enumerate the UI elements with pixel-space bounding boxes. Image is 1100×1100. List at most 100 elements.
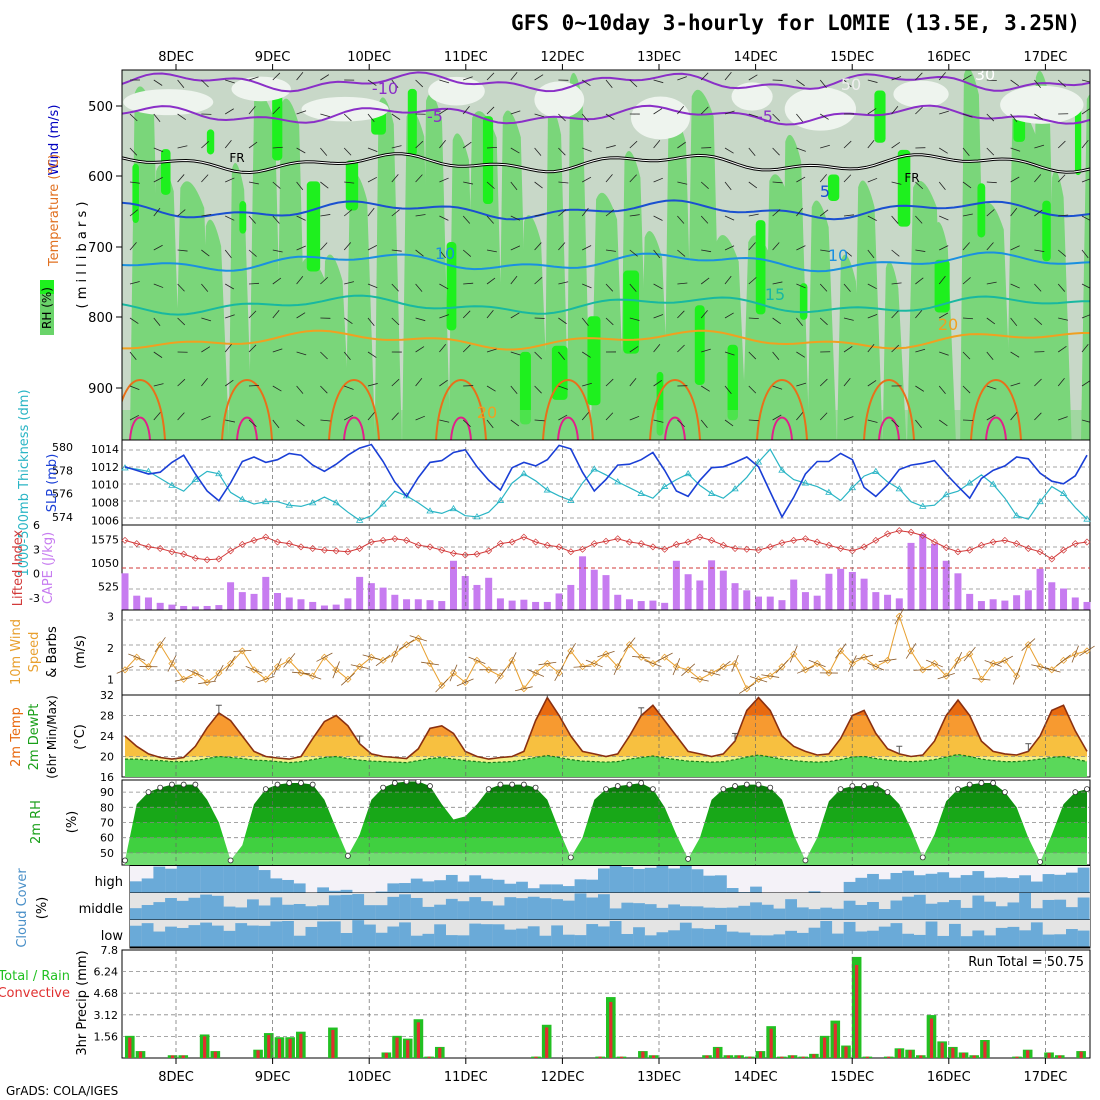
cloud-bar [609, 921, 622, 947]
wind-point [215, 669, 223, 677]
wind-barb [1081, 79, 1090, 83]
wind-barb [843, 79, 852, 88]
wind-barb [486, 249, 497, 253]
wind-barb [581, 79, 591, 86]
wind-barb [344, 385, 354, 390]
wind-barb [320, 181, 329, 189]
cloud-bar [387, 883, 400, 893]
rh-tick-label: 60 [100, 832, 114, 845]
wind-point [708, 669, 716, 677]
wind-barb [486, 385, 496, 392]
wind-barb [653, 108, 663, 115]
wind-barb [843, 214, 854, 217]
cape-bar [168, 604, 176, 610]
precip-conv-bar [844, 1046, 848, 1058]
cloud-bar [913, 934, 926, 947]
wind-barb-10m [245, 666, 263, 674]
cape-bar [1024, 590, 1032, 610]
wind-barb [296, 181, 304, 191]
wind-barb [1057, 249, 1067, 257]
precip-conv-bar [758, 1051, 763, 1058]
wind-barb [581, 207, 589, 217]
wind-point [344, 675, 352, 683]
wind-barb [700, 385, 710, 392]
contour-label: 20 [938, 315, 958, 334]
wind-barb [224, 249, 232, 259]
cloud-bar [130, 908, 142, 920]
precip-conv-bar [598, 1056, 602, 1058]
wind-point [379, 656, 387, 664]
wind-barb [653, 249, 661, 259]
cloud-bar [317, 905, 329, 920]
rh-point [345, 852, 351, 859]
cloud-bar [586, 897, 599, 920]
cape-lifted-index-panel: 1575 1050 525 -3 0 3 6 [29, 519, 1091, 611]
wind-barb [915, 385, 925, 392]
wind-barb-10m [878, 658, 897, 663]
cape-bar [930, 543, 938, 610]
wind-barb [748, 385, 757, 394]
cloud-bar [153, 902, 166, 920]
wind-barb [748, 277, 757, 285]
wind-barb-10m [808, 659, 826, 668]
wind-barb [248, 344, 257, 353]
rh-point [309, 781, 316, 788]
wind-barb [367, 412, 375, 421]
wind-barb [248, 181, 259, 185]
precip-conv-bar [619, 1056, 624, 1058]
wind-barb [296, 312, 306, 319]
cloud-bar [1042, 874, 1055, 893]
rh-region-70 [374, 97, 402, 440]
precip-conv-bar [737, 1055, 741, 1058]
precip-conv-bar [534, 1056, 538, 1058]
wind-barb [796, 283, 806, 289]
wind-point [438, 681, 446, 690]
wind-barb [439, 314, 449, 319]
cloud-bar [469, 897, 482, 920]
wind-barb [272, 419, 280, 429]
thickness-tick-label: 578 [52, 464, 73, 477]
wind-barb [867, 380, 877, 387]
cape-bar [872, 592, 880, 610]
wind-barb-10m [1056, 654, 1071, 667]
wind-barb [462, 215, 471, 224]
cloud-bar [422, 906, 435, 920]
wind-barb [605, 113, 615, 120]
precip-conv-bar [416, 1022, 421, 1058]
cloud-bar [937, 902, 950, 920]
wind-barb-10m [128, 653, 146, 661]
wind-barb [486, 181, 495, 189]
slp-thickness-panel: 1014 1012 1010 1008 1006 580 578 576 574 [52, 439, 1091, 528]
rh-region-70 [345, 173, 376, 440]
cloud-bar [820, 921, 833, 947]
rh-plot [122, 780, 1090, 865]
wind-barb [320, 385, 328, 394]
wind-barb [224, 108, 234, 115]
date-label-top: 13DEC [637, 50, 681, 65]
cloud-bar [808, 909, 821, 920]
wind-barb [439, 177, 449, 183]
pressure-tick-label: 600 [88, 170, 113, 185]
precip-conv-bar [299, 1033, 303, 1058]
date-label-top: 11DEC [444, 50, 488, 65]
wind-barb [225, 314, 235, 319]
wind-barb [748, 181, 758, 189]
wind-barb-10m [435, 678, 449, 693]
isotherm-30 [236, 416, 258, 440]
cape-bar [367, 583, 375, 610]
wind-barb [653, 79, 664, 84]
cape-bar [144, 597, 152, 610]
wind-barb [986, 209, 995, 217]
cape-bar [743, 590, 751, 610]
wind-barb [796, 113, 804, 122]
rh-tick-label: 70 [100, 817, 114, 830]
cloud-bar [270, 878, 283, 893]
wind-barb [1010, 176, 1020, 183]
wind-barb [1034, 144, 1045, 149]
wind-barb [415, 317, 426, 322]
cloud-bar [995, 927, 1008, 947]
wind-barb-10m [304, 672, 322, 680]
wind-barb-10m [847, 655, 857, 672]
thickness-point [919, 502, 927, 509]
